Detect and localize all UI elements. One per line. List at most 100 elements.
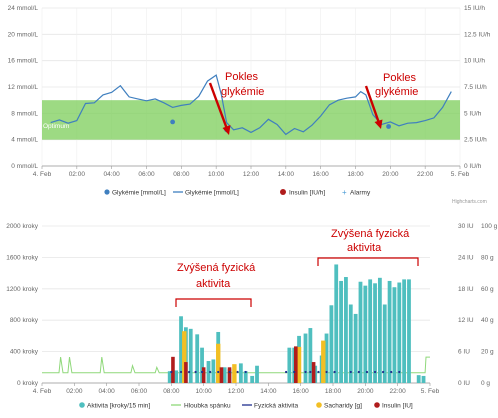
activity-bar [206,361,211,383]
activity-bar [368,279,373,383]
insulin-bars [171,346,316,383]
legend-glucose-cgm-label: Glykémie [mmol/L] [185,190,239,197]
legend-item-sleep[interactable]: Hloubka spánku [171,403,231,410]
activity-bar [344,277,348,383]
phys-activity-point [228,370,231,374]
annotation-activity-left-line2: aktivita [196,278,231,290]
glucose-x-tick: 10:00 [208,171,225,178]
glucose-y-tick: 20 mmol/L [8,31,39,38]
phys-activity-point [209,370,212,374]
activity-x-tick: 22:00 [390,388,407,395]
glucose-y-tick: 12 mmol/L [8,84,39,91]
activity-bar [363,285,368,383]
activity-bar [174,370,179,383]
insulin-y-axis-right: 0 IU/h 2.5 IU/h 5 IU/h 7.5 IU/h 10 IU/h 12.5 … [464,5,491,170]
glucose-chart: Optimum 0 mmol/L 4 mmol/L 8 mmol/L 12 mmol/… [8,5,491,178]
annotation-drop-left-line2: glykémie [221,86,264,98]
activity-bar [334,264,339,383]
activity-x-tick: 12:00 [228,388,245,395]
glucose-x-tick: 06:00 [138,171,155,178]
activity-bar [167,371,172,383]
activity-y-tick: 800 kroky [10,317,39,324]
activity-bar [303,333,308,383]
glucose-legend: Glykémie [mmol/L] Glykémie [mmol/L] Insu… [104,188,371,197]
activity-bar [179,316,183,383]
glucose-x-tick: 02:00 [69,171,86,178]
activity-bar [397,282,402,383]
activity-bar [416,375,421,383]
activity-bar [382,304,387,383]
annotation-bracket-right [317,257,419,266]
activity-legend: Aktivita [kroky/15 min] Hloubka spánku F… [79,402,413,410]
insulin-bar [201,367,206,383]
carbs-bar [182,331,187,383]
activity-bar [358,281,363,383]
annotation-arrowhead-left [222,125,231,135]
carbs-bar [321,340,326,383]
activity-x-tick: 08:00 [163,388,180,395]
legend-item-insulin-rate[interactable]: Insulin [IU/h] [280,189,325,197]
carbs-y-tick: 60 g [481,286,494,293]
insulin-y-tick: 0 IU [458,380,470,387]
phys-activity-point [200,370,204,374]
insulin-y-tick: 6 IU [458,349,470,356]
physical-activity-points [170,370,401,374]
insulin-y-tick: 18 IU [458,286,474,293]
glucose-x-tick: 20:00 [382,171,399,178]
activity-x-tick: 10:00 [196,388,213,395]
activity-bar [188,328,193,383]
legend-item-glucose-cgm[interactable]: Glykémie [mmol/L] [173,190,239,197]
legend-item-alarms[interactable]: + Alarmy [342,188,371,197]
annotation-drop-left-line1: Pokles [225,71,259,83]
phys-activity-point [194,370,197,374]
carbs-y-tick: 0 g [481,380,490,387]
carbs-bar [216,343,221,383]
annotation-activity-right-line1: Zvýšená fyzická [331,228,410,240]
insulin-bar [219,367,224,383]
activity-y-tick: 2000 kroky [6,223,39,230]
insulin-rate-y-tick: 5 IU/h [464,110,482,117]
phys-activity-point [170,370,173,374]
glucose-x-tick: 14:00 [278,171,295,178]
legend-insulin-label: Insulin [IU] [382,403,413,410]
activity-bar [329,305,334,383]
activity-x-tick: 04:00 [99,388,116,395]
annotation-drop-right: Pokles glykémie [364,72,418,129]
activity-x-tick: 4. Feb [33,388,52,395]
activity-bar [392,287,397,383]
carbs-y-tick: 20 g [481,349,494,356]
glucose-x-tick: 4. Feb [33,171,52,178]
activity-x-tick: 14:00 [260,388,277,395]
legend-activity-label: Aktivita [kroky/15 min] [87,403,150,410]
insulin-y-tick: 24 IU [458,254,474,261]
legend-item-glucose-bg[interactable]: Glykémie [mmol/L] [104,189,166,197]
phys-activity-point [333,370,336,374]
legend-item-carbs[interactable]: Sacharidy [g] [316,402,362,410]
phys-activity-point [236,370,239,374]
insulin-rate-y-tick: 2.5 IU/h [464,137,487,144]
activity-x-tick: 16:00 [293,388,310,395]
carbs-bar [232,364,237,383]
activity-bar [324,333,329,383]
legend-item-phys[interactable]: Fyzická aktivita [242,403,298,410]
glucose-y-tick: 16 mmol/L [8,58,39,65]
phys-activity-point [188,370,191,374]
insulin-rate-y-tick: 15 IU/h [464,5,485,12]
glucose-x-tick: 18:00 [347,171,364,178]
legend-phys-label: Fyzická aktivita [254,403,298,410]
legend-item-activity[interactable]: Aktivita [kroky/15 min] [79,402,150,410]
phys-activity-point [244,370,247,374]
phys-activity-point [349,370,352,374]
phys-activity-point [357,370,360,374]
legend-glucose-bg-marker [104,189,110,195]
glucose-y-tick: 24 mmol/L [8,5,39,12]
activity-x-tick: 20:00 [357,388,374,395]
carbs-y-tick: 40 g [481,317,494,324]
legend-insulin-marker [374,402,380,408]
phys-activity-point [317,370,320,374]
phys-activity-point [285,370,288,374]
legend-sleep-label: Hloubka spánku [184,403,231,410]
legend-item-insulin[interactable]: Insulin [IU] [374,402,413,410]
activity-x-tick: 06:00 [131,388,148,395]
